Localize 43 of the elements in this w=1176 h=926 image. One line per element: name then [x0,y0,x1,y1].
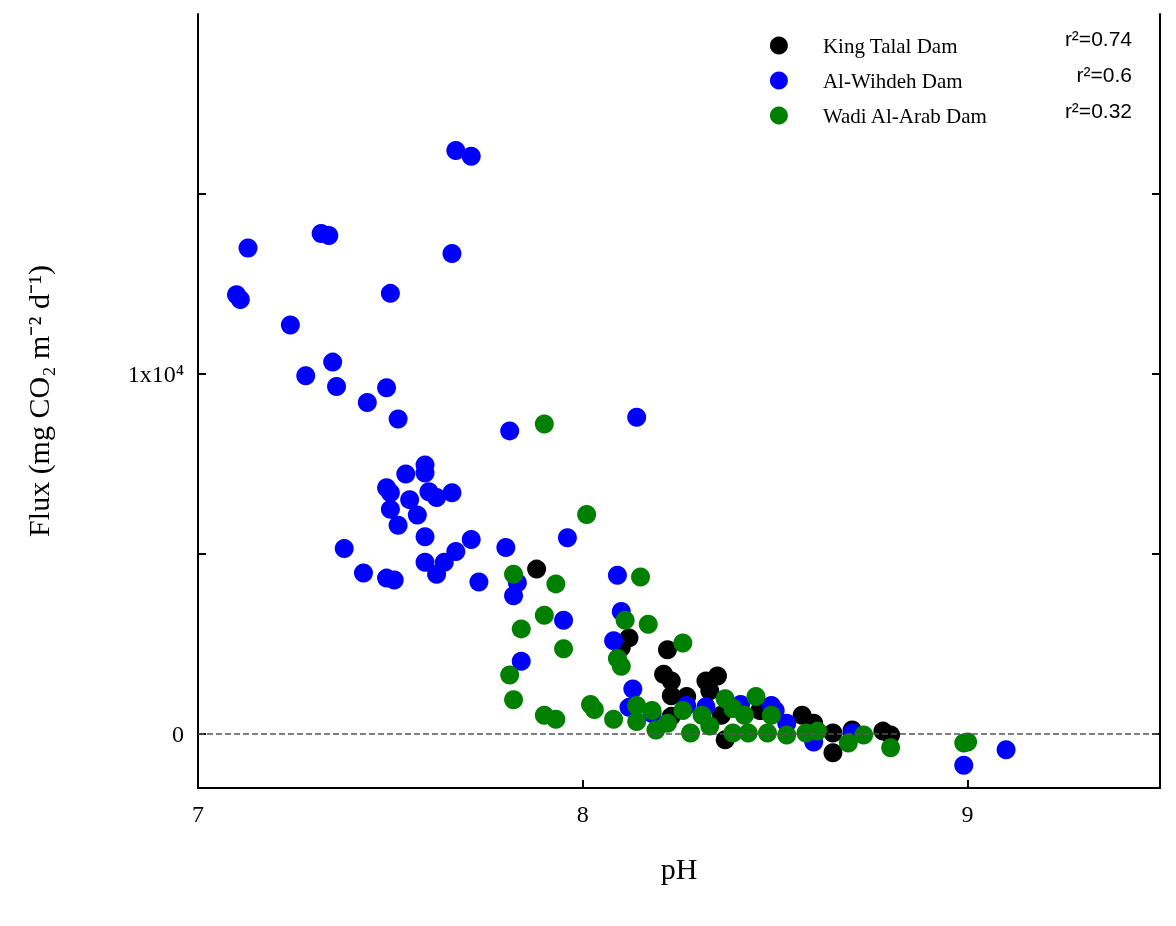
point [657,640,677,660]
x-tick-label: 8 [576,801,589,827]
x-axis-title: pH [660,851,698,885]
point [673,701,693,721]
y-tick-label: 1x10⁴ [127,361,184,387]
point [734,705,754,725]
x-tick-label: 9 [961,801,974,827]
point [881,738,901,758]
point [527,559,547,579]
x-tick-label: 7 [192,801,204,827]
point [854,725,874,745]
point [657,713,677,733]
point [673,633,693,653]
point [638,614,658,634]
point [577,504,597,524]
legend-label: King Talal Dam [822,33,958,58]
point [604,709,624,729]
point [534,605,554,625]
legend-label: Wadi Al-Arab Dam [822,103,987,128]
point [627,711,647,731]
point [554,639,574,659]
annotation: r²=0.6 [1076,63,1133,86]
point [611,656,631,676]
annotation: r²=0.74 [1064,27,1133,50]
point [708,666,727,686]
point [511,619,531,639]
y-tick-label: 0 [172,721,184,747]
point [546,574,566,594]
point [534,414,554,434]
y-axis-title: Flux (mg CO₂ m⁻² d⁻¹) [21,265,56,537]
point [504,690,524,710]
point [500,665,520,685]
point [738,723,758,743]
point [761,705,781,725]
point [631,567,651,587]
point [700,716,720,736]
point [823,743,843,763]
point [584,700,604,720]
legend-label: Al-Wihdeh Dam [822,68,963,93]
point [838,733,858,753]
annotation: r²=0.32 [1064,99,1132,122]
point [546,709,566,729]
point [746,687,766,707]
